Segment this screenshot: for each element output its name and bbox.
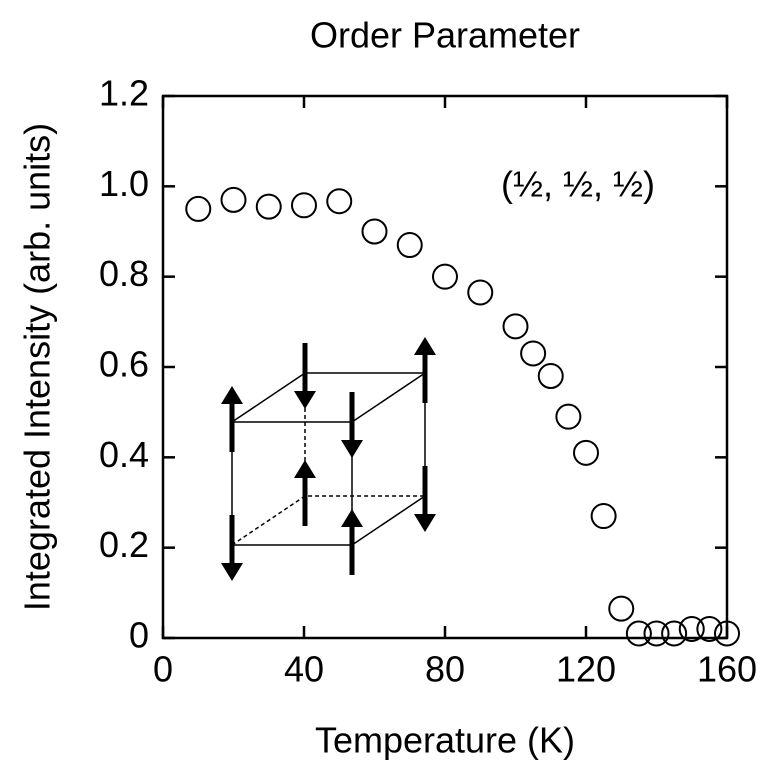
spin-arrow-head — [221, 563, 243, 581]
spin-arrow-head — [294, 460, 316, 478]
data-point — [220, 186, 247, 213]
annotation: (½, ½, ½) — [501, 164, 655, 205]
data-point — [361, 218, 388, 245]
spin-arrow-head — [341, 440, 363, 458]
cube-side — [351, 373, 426, 546]
spin-cube-inset — [221, 337, 436, 581]
x-tick-label: 80 — [425, 649, 465, 690]
data-point — [661, 620, 688, 647]
data-point — [520, 340, 547, 367]
data-point — [432, 263, 458, 290]
data-point — [396, 232, 423, 259]
data-point — [590, 503, 617, 530]
data-point — [537, 363, 564, 390]
x-axis-label: Temperature (K) — [315, 720, 575, 761]
y-tick-label: 1.0 — [99, 163, 149, 204]
data-point — [326, 188, 353, 215]
y-tick-label: 1.2 — [99, 73, 149, 114]
data-point — [678, 615, 705, 642]
data-point — [185, 195, 212, 222]
cube-top — [231, 372, 428, 423]
x-tick-label: 160 — [697, 649, 757, 690]
data-point — [625, 620, 652, 647]
chart-title: Order Parameter — [310, 15, 580, 56]
data-point — [573, 439, 599, 466]
data-point — [696, 615, 723, 642]
spin-arrow-head — [294, 391, 316, 409]
spin-arrow-head — [221, 386, 243, 404]
spin-arrow-head — [414, 514, 436, 532]
data-point — [291, 192, 317, 219]
data-point — [608, 595, 635, 622]
y-tick-label: 0.4 — [99, 434, 149, 475]
x-tick-label: 40 — [284, 649, 324, 690]
y-tick-label: 0.2 — [99, 524, 149, 565]
data-point — [255, 193, 282, 220]
y-tick-label: 0.6 — [99, 344, 149, 385]
spin-arrow-head — [341, 509, 363, 527]
x-tick-label: 120 — [556, 649, 616, 690]
data-point — [714, 620, 740, 647]
cube-front — [231, 421, 353, 546]
y-tick-label: 0 — [129, 615, 149, 656]
data-point — [643, 620, 670, 647]
cube-hidden-edge — [231, 495, 425, 546]
x-tick-label: 0 — [153, 649, 173, 690]
spin-arrow-head — [414, 337, 436, 355]
y-axis-label: Integrated Intensity (arb. units) — [17, 123, 58, 611]
data-point — [555, 403, 582, 430]
data-point — [467, 279, 494, 306]
y-tick-label: 0.8 — [99, 253, 149, 294]
data-point — [502, 313, 529, 340]
